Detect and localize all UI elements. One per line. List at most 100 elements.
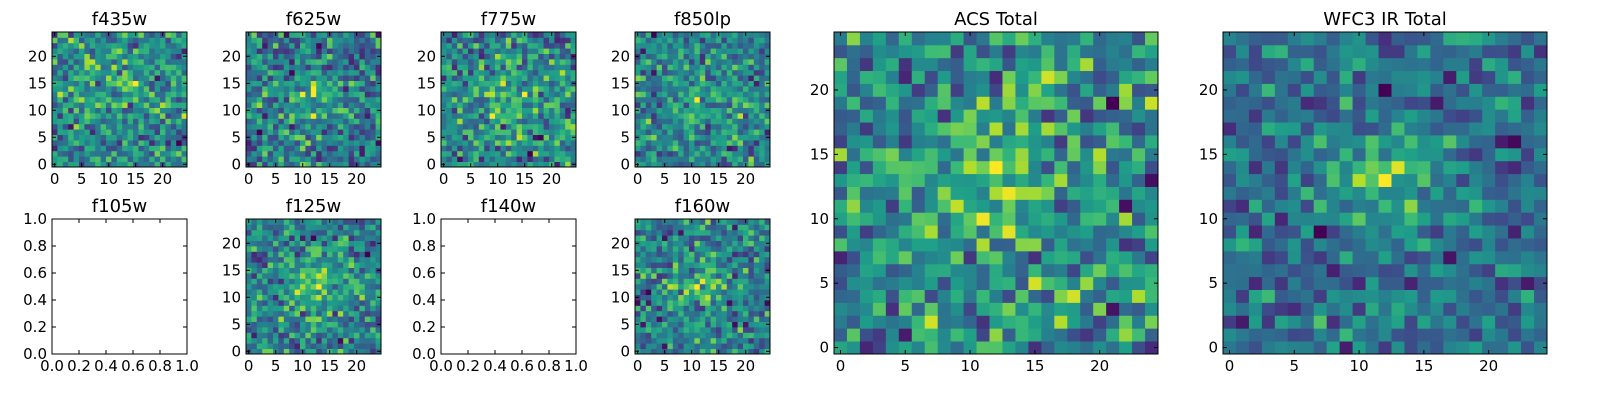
heatmap-cell: [1261, 276, 1276, 290]
heatmap-cell: [699, 80, 706, 87]
heatmap-cell: [348, 246, 355, 252]
heatmap-cell: [1352, 289, 1366, 303]
heatmap-cell: [1521, 238, 1535, 252]
heatmap-cell: [710, 262, 717, 268]
heatmap-cell: [1404, 199, 1418, 213]
heatmap-cell: [527, 107, 534, 114]
heatmap-cell: [753, 300, 760, 306]
heatmap-cell: [554, 53, 561, 60]
heatmap-cell: [262, 273, 268, 279]
heatmap-cell: [337, 316, 344, 322]
heatmap-cell: [262, 37, 268, 44]
heatmap-cell: [79, 145, 85, 152]
heatmap-cell: [283, 80, 290, 87]
heatmap-cell: [68, 37, 74, 44]
heatmap-cell: [321, 37, 328, 44]
heatmap-cell: [57, 102, 64, 108]
heatmap-cell: [759, 256, 765, 263]
heatmap-cell: [699, 145, 706, 152]
heatmap-cell: [549, 113, 555, 119]
heatmap-cell: [89, 69, 96, 76]
heatmap-cell: [656, 59, 663, 65]
heatmap-cell: [1145, 173, 1159, 187]
heatmap-cell: [1404, 328, 1418, 342]
heatmap-cell: [1106, 147, 1120, 162]
heatmap-cell: [446, 134, 453, 141]
heatmap-cell: [911, 263, 926, 278]
heatmap-cell: [262, 348, 268, 355]
heatmap-cell: [106, 69, 112, 76]
heatmap-cell: [462, 37, 469, 44]
heatmap-cell: [662, 145, 668, 152]
heatmap-cell: [667, 64, 674, 71]
heatmap-cell: [705, 316, 711, 322]
heatmap-cell: [305, 134, 312, 141]
heatmap-cell: [1534, 276, 1548, 290]
heatmap-cell: [343, 256, 349, 263]
heatmap-cell: [446, 156, 453, 162]
heatmap-cell: [181, 123, 188, 130]
heatmap-cell: [950, 263, 964, 278]
heatmap-cell: [375, 59, 382, 65]
heatmap-cell: [143, 69, 150, 76]
heatmap-cell: [559, 145, 566, 152]
heatmap-cell: [753, 348, 760, 355]
heatmap-cell: [937, 238, 952, 252]
heatmap-cell: [111, 140, 118, 146]
heatmap-cell: [316, 348, 322, 355]
heatmap-cell: [656, 53, 663, 60]
heatmap-cell: [511, 150, 517, 157]
heatmap-cell: [246, 251, 252, 258]
heatmap-cell: [348, 327, 355, 333]
heatmap-cell: [1300, 238, 1315, 252]
heatmap-cell: [1093, 160, 1107, 175]
heatmap-cell: [283, 337, 290, 344]
heatmap-cell: [559, 32, 566, 38]
heatmap-cell: [1521, 315, 1535, 329]
heatmap-cell: [737, 113, 744, 119]
heatmap-cell: [457, 113, 463, 119]
heatmap-cell: [651, 161, 657, 168]
heatmap-cell: [554, 123, 561, 130]
heatmap-cell: [699, 332, 706, 339]
heatmap-cell: [149, 150, 155, 157]
heatmap-cell: [267, 161, 274, 168]
heatmap-cell: [359, 118, 366, 125]
heatmap-cell: [495, 64, 501, 71]
heatmap-cell: [672, 150, 679, 157]
heatmap-cell: [532, 140, 539, 146]
heatmap-cell: [348, 262, 355, 268]
heatmap-cell: [1352, 328, 1366, 342]
heatmap-cell: [364, 267, 371, 274]
heatmap-cell: [505, 42, 512, 49]
heatmap-cell: [57, 42, 64, 49]
heatmap-cell: [716, 327, 722, 333]
heatmap-cell: [138, 80, 145, 87]
heatmap-cell: [1132, 225, 1146, 239]
heatmap-cell: [462, 86, 469, 92]
heatmap-cell: [963, 341, 977, 355]
heatmap-cell: [305, 267, 312, 274]
heatmap-cell: [963, 83, 977, 97]
heatmap-cell: [1106, 32, 1120, 46]
heatmap-cell: [699, 267, 706, 274]
heatmap-cell: [462, 91, 469, 98]
heatmap-cell: [267, 118, 274, 125]
heatmap-cell: [885, 57, 900, 72]
heatmap-cell: [84, 129, 91, 135]
heatmap-cell: [640, 267, 647, 274]
heatmap-cell: [651, 240, 657, 247]
heatmap-cell: [1119, 328, 1133, 342]
heatmap-cell: [662, 337, 668, 344]
heatmap-cell: [640, 91, 647, 98]
heatmap-cell: [710, 75, 717, 81]
heatmap-cell: [721, 118, 728, 125]
heatmap-cell: [62, 113, 69, 119]
heatmap-cell: [89, 48, 96, 54]
heatmap-cell: [52, 42, 58, 49]
heatmap-cell: [289, 150, 295, 157]
heatmap-cell: [516, 42, 523, 49]
heatmap-cell: [726, 134, 733, 141]
heatmap-cell: [305, 107, 312, 114]
heatmap-cell: [457, 42, 463, 49]
